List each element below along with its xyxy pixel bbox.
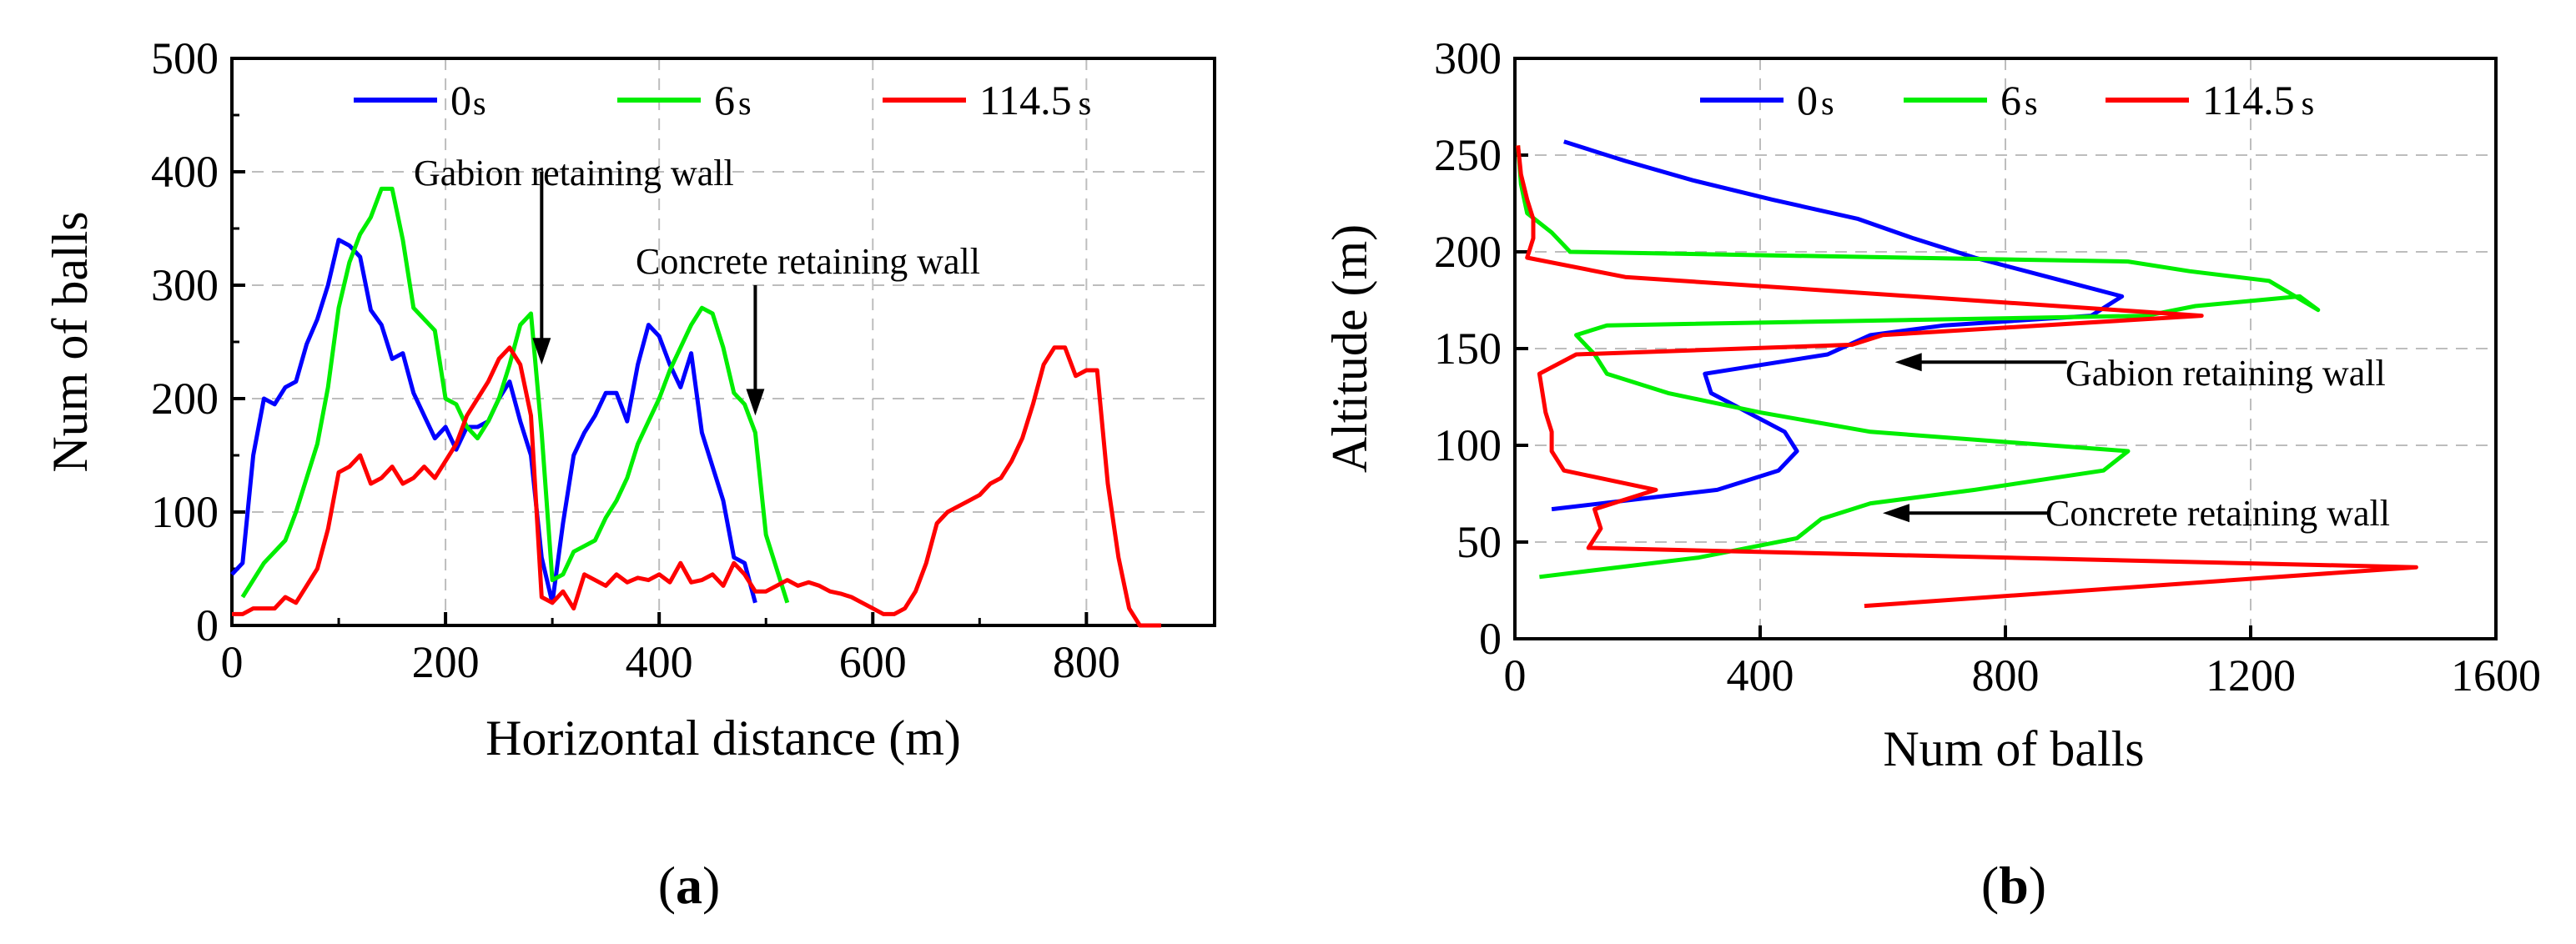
panel-a-arrowhead-gabion [532,338,551,365]
panel-b-series-114-5s [1516,145,2418,609]
panel-a-x-axis-title: Horizontal distance (m) [486,711,961,766]
panel-a-legend-label-114-5s: 114.5 s [979,77,1091,123]
panel-b-legend-label-114-5s: 114.5 s [2202,77,2314,123]
panel-a-x-tick-label: 200 [412,637,480,687]
panel-b-y-tick-label: 200 [1434,227,1502,277]
panel-a-series-114-5s [232,345,1161,628]
panel-b-ticks: 0 400 800 1200 1600 0 50 100 150 200 250 300 [1434,33,2541,700]
panel-a-y-tick-label: 300 [151,260,219,310]
panel-b-annotations: Gabion retaining wall Concrete retaining… [1883,353,2390,534]
panel-b-label: (b) [1981,856,2046,915]
panel-a-x-tick-label: 400 [626,637,693,687]
panel-b-x-axis-title: Num of balls [1883,721,2144,776]
panel-a-series-6s [240,186,790,604]
panel-a-y-tick-label: 100 [151,487,219,537]
panel-a-gridlines [232,58,1215,625]
panel-a-label: (a) [658,856,721,915]
panel-b-y-tick-label: 150 [1434,324,1502,374]
panel-a-x-tick-label: 0 [221,637,244,687]
panel-a-y-axis-title: Num of balls [43,211,98,472]
panel-b-y-tick-label: 50 [1457,517,1502,567]
panel-b-gridlines [1515,58,2496,639]
panel-a-series [230,186,1161,628]
panel-a-annotation-concrete: Concrete retaining wall [636,241,980,282]
panel-a-arrowhead-concrete [746,389,765,416]
panel-a-legend-label-0s: 0s [450,77,486,123]
panel-b-x-tick-label: 1600 [2451,650,2541,700]
panel-b-annotation-concrete: Concrete retaining wall [2045,493,2390,534]
panel-b-y-tick-label: 100 [1434,420,1502,470]
panel-b-x-tick-label: 1200 [2206,650,2296,700]
panel-a-annotation-gabion: Gabion retaining wall [414,153,734,193]
panel-a-y-tick-label: 200 [151,374,219,424]
panel-b-x-tick-label: 400 [1727,650,1794,700]
panel-a-y-tick-label: 500 [151,33,219,83]
panel-b-series [1516,139,2418,609]
panel-b-annotation-gabion: Gabion retaining wall [2065,353,2386,394]
panel-b-arrowhead-concrete [1883,504,1909,523]
panel-a-ticks: 0 200 400 600 800 0 100 200 300 400 500 [151,33,1120,687]
panel-b-arrowhead-gabion [1894,353,1922,372]
panel-a-annotations: Gabion retaining wall Concrete retaining… [414,153,980,416]
panel-a-x-tick-label: 600 [839,637,907,687]
panel-a-y-tick-label: 0 [196,600,219,650]
panel-b-x-tick-label: 800 [1972,650,2040,700]
panel-a-y-tick-label: 400 [151,147,219,197]
panel-a-x-tick-label: 800 [1053,637,1120,687]
panel-b-y-tick-label: 250 [1434,130,1502,180]
panel-b-y-tick-label: 300 [1434,33,1502,83]
panel-b-x-tick-label: 0 [1504,650,1527,700]
panel-b-y-tick-label: 0 [1479,614,1502,664]
panel-b-series-6s [1516,145,2321,580]
panel-b-series-0s [1551,139,2125,512]
panel-b-y-axis-title: Altitude (m) [1322,224,1377,473]
